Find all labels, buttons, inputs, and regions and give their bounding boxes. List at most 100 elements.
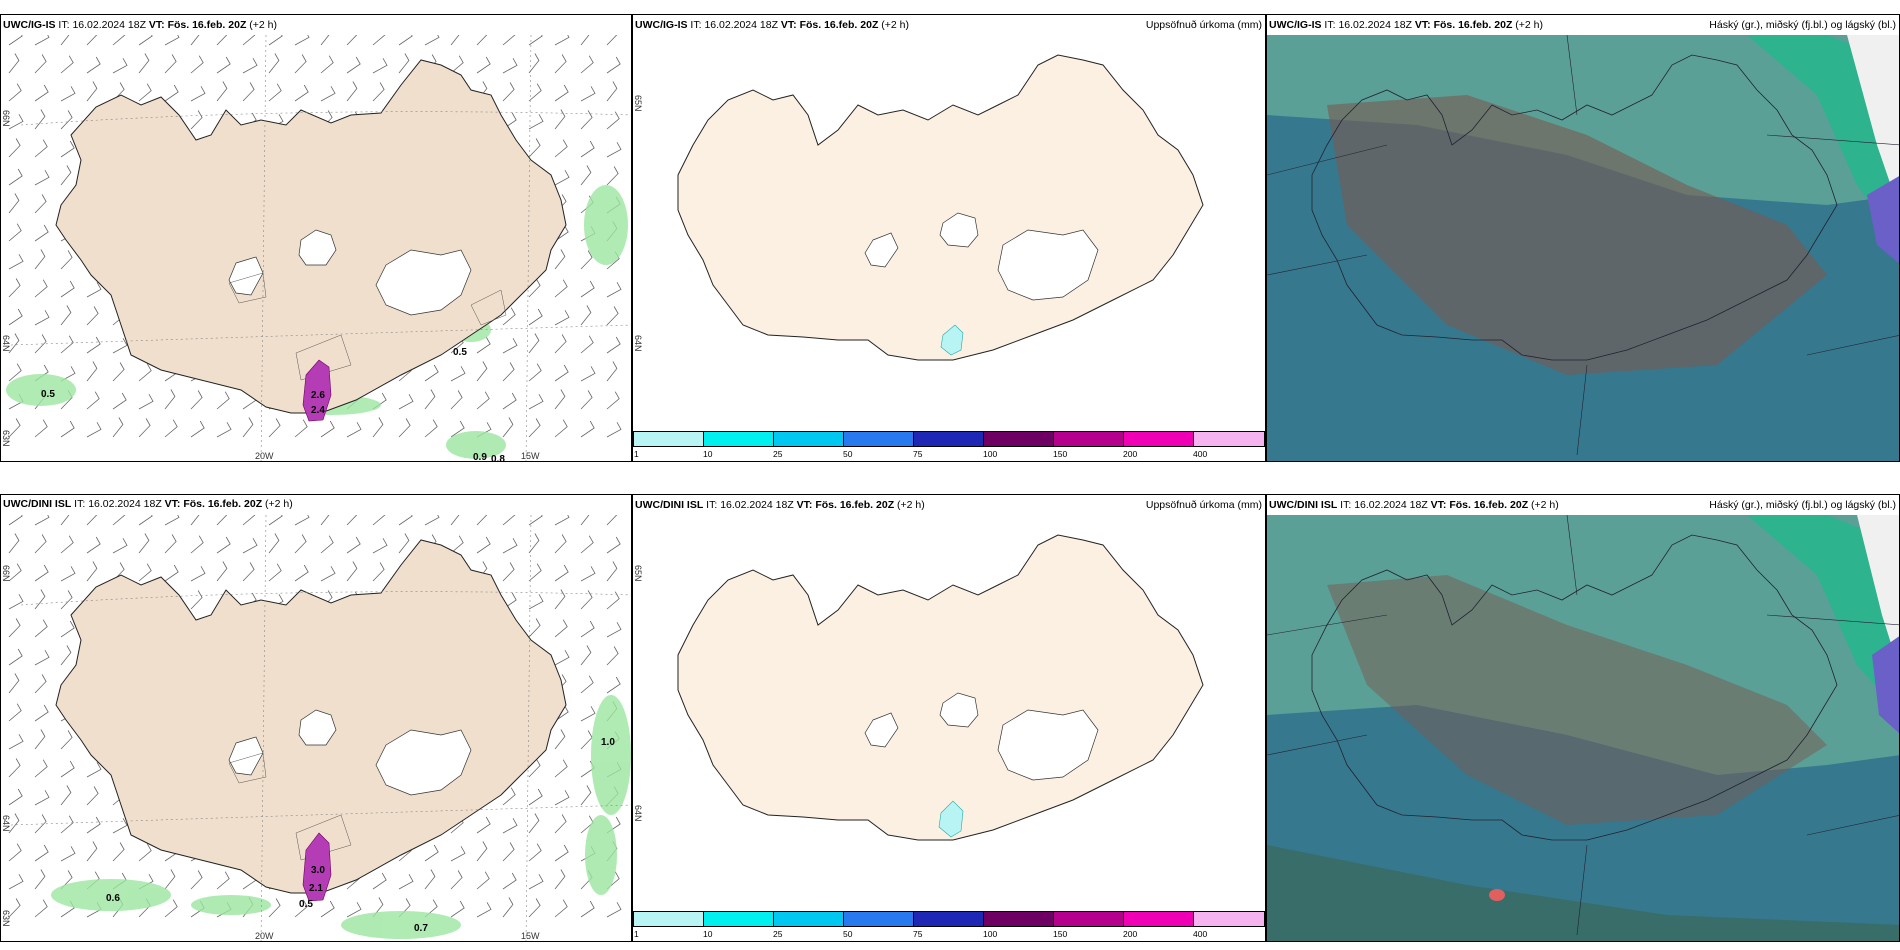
grid-lines bbox=[10, 35, 631, 461]
vt-label: VT: Fös. 16.feb. 20Z bbox=[1430, 499, 1529, 511]
colorbar-tick: 400 bbox=[1193, 449, 1208, 459]
wind-barb bbox=[528, 533, 540, 554]
wind-barb bbox=[372, 35, 386, 46]
precip-value-label: 3.0 bbox=[311, 865, 325, 876]
wind-barb bbox=[528, 758, 541, 778]
wind-barb bbox=[606, 676, 621, 694]
wind-barb bbox=[8, 193, 20, 214]
wind-panel-igis: UWC/IG-IS IT: 16.02.2024 18Z VT: Fös. 16… bbox=[0, 14, 632, 462]
wind-barb bbox=[60, 140, 75, 158]
vt-label: VT: Fös. 16.feb. 20Z bbox=[1414, 19, 1513, 31]
it-value: 16.02.2024 18Z bbox=[88, 498, 162, 510]
wind-barb bbox=[60, 730, 73, 750]
vt-label: VT: Fös. 16.feb. 20Z bbox=[148, 19, 247, 31]
wind-barb bbox=[580, 645, 592, 666]
wind-barb bbox=[320, 86, 336, 102]
wind-barb bbox=[8, 758, 21, 778]
wind-barb bbox=[112, 538, 128, 554]
it-value: 16.02.2024 18Z bbox=[720, 499, 794, 511]
it-value: 16.02.2024 18Z bbox=[1354, 499, 1428, 511]
wind-barb bbox=[268, 898, 281, 918]
model-name: UWC/IG-IS bbox=[3, 19, 56, 31]
wind-barb bbox=[190, 590, 203, 610]
wind-barb bbox=[8, 594, 24, 610]
wind-barb bbox=[554, 334, 567, 354]
wind-barb bbox=[372, 562, 385, 582]
wind-barb bbox=[606, 561, 618, 582]
lead-time: (+2 h) bbox=[249, 19, 278, 31]
wind-barb bbox=[34, 279, 48, 298]
wind-barb bbox=[372, 515, 386, 526]
wind-barb bbox=[8, 138, 21, 158]
wind-barb bbox=[320, 55, 334, 74]
wind-barb bbox=[86, 561, 98, 582]
wind-barb bbox=[8, 278, 21, 298]
wind-barb bbox=[86, 762, 102, 778]
wind-barb bbox=[528, 813, 540, 834]
colorbar-cell bbox=[633, 911, 704, 927]
wind-barb bbox=[502, 562, 515, 582]
wind-barb bbox=[34, 534, 47, 554]
precip-value-label: 2.4 bbox=[311, 405, 325, 416]
wind-barb bbox=[346, 561, 358, 582]
hatched-areas bbox=[228, 752, 352, 861]
heavy-precip-cell bbox=[302, 832, 332, 902]
colorbar-cell bbox=[1053, 431, 1124, 447]
wind-barb bbox=[164, 35, 180, 46]
wind-barb bbox=[528, 394, 544, 410]
wind-barb bbox=[268, 418, 281, 438]
wind-barb bbox=[8, 53, 20, 74]
numeric-labels: 0.5 0.5 2.6 2.4 0.9 0.8 bbox=[41, 347, 505, 461]
wind-barb bbox=[606, 142, 622, 158]
wind-barb bbox=[554, 364, 569, 382]
lat-label: 66N bbox=[1, 110, 11, 127]
lat-label: 65N bbox=[633, 565, 643, 582]
it-value: 16.02.2024 18Z bbox=[704, 19, 778, 31]
wind-barb bbox=[268, 35, 283, 46]
wind-barb bbox=[34, 589, 46, 610]
wind-barb bbox=[398, 394, 414, 410]
lat-label: 64N bbox=[1, 815, 11, 832]
wind-barb bbox=[138, 515, 153, 526]
wind-barb bbox=[8, 515, 23, 526]
wind-barb bbox=[34, 619, 48, 638]
wind-barb bbox=[34, 109, 46, 130]
wind-barb bbox=[34, 54, 47, 74]
it-label: IT: bbox=[690, 19, 702, 31]
precip-cell bbox=[938, 800, 964, 838]
wind-barb bbox=[424, 515, 440, 526]
cloud-map bbox=[1267, 35, 1899, 461]
glaciers bbox=[864, 212, 1099, 301]
wind-barb bbox=[554, 310, 570, 326]
wind-barb bbox=[34, 139, 48, 158]
lat-label: 65N bbox=[633, 95, 643, 112]
wind-barb bbox=[476, 515, 488, 526]
wind-barb bbox=[398, 533, 410, 554]
wind-barb bbox=[86, 35, 98, 46]
wind-barb bbox=[554, 54, 567, 74]
wind-barb bbox=[554, 109, 566, 130]
it-label: IT: bbox=[706, 499, 718, 511]
wind-barb bbox=[8, 363, 22, 382]
wind-barb bbox=[138, 35, 153, 46]
lat-label: 64N bbox=[633, 335, 643, 352]
precip-value-label: 0.5 bbox=[41, 389, 55, 400]
wind-barb bbox=[8, 734, 24, 750]
wind-barb bbox=[554, 729, 566, 750]
colorbar-cell bbox=[843, 911, 914, 927]
colorbar-tick: 1 bbox=[634, 929, 639, 939]
wind-barb bbox=[580, 420, 595, 438]
wind-barb bbox=[112, 818, 128, 834]
wind-barb bbox=[60, 35, 70, 46]
wind-barb bbox=[606, 646, 619, 666]
wind-barb bbox=[86, 361, 98, 382]
wind-barb bbox=[60, 165, 72, 186]
cloud-title: Háský (gr.), miðský (fj.bl.) og lágský (… bbox=[1709, 499, 1896, 511]
numeric-labels: 1.0 0.6 3.0 2.1 0.5 0.7 bbox=[106, 737, 615, 934]
wind-barb bbox=[268, 563, 282, 582]
wind-barb bbox=[554, 224, 569, 242]
wind-barb bbox=[112, 417, 124, 438]
wind-barb bbox=[554, 249, 566, 270]
precip-colorbar: 1 10 25 50 75 100 150 200 400 bbox=[633, 911, 1265, 941]
wind-barb bbox=[554, 534, 567, 554]
